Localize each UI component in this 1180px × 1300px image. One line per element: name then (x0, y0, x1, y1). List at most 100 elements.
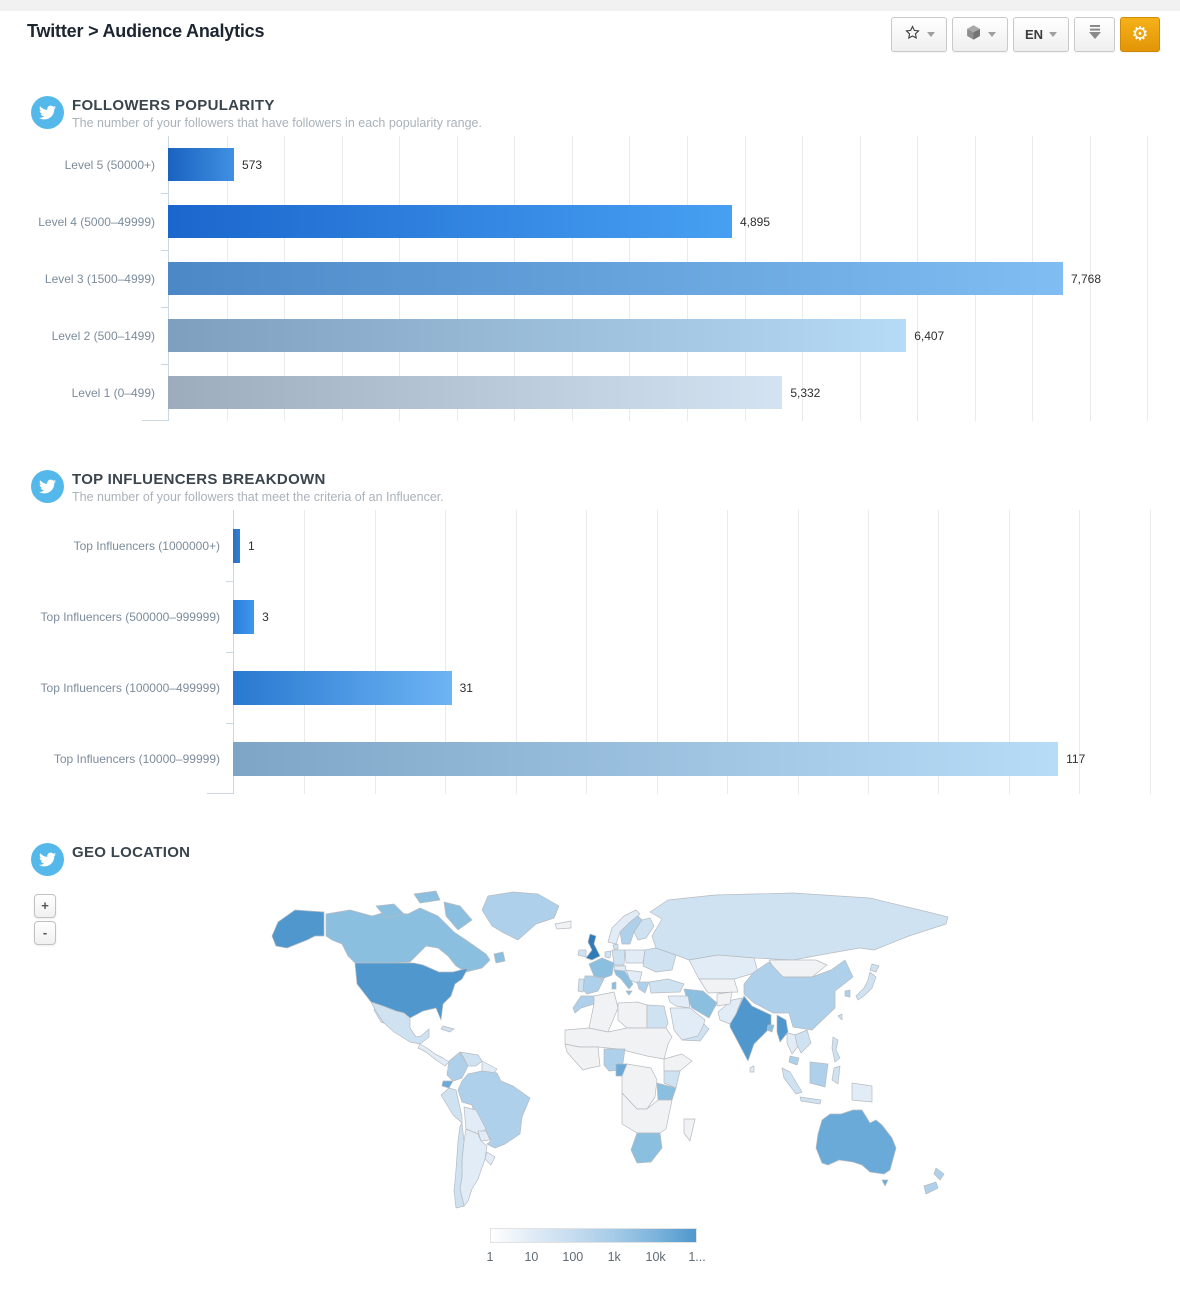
gridline (938, 510, 940, 794)
country-mexico[interactable] (370, 1001, 430, 1045)
country-afghanistan[interactable] (716, 991, 733, 1007)
country-central-america[interactable] (417, 1043, 450, 1067)
bar-2[interactable] (168, 262, 1063, 295)
country-china[interactable] (743, 959, 854, 1031)
country-france[interactable] (588, 957, 615, 979)
country-yemen-oman[interactable] (681, 1023, 710, 1042)
country-central-asia[interactable] (698, 978, 739, 994)
country-myanmar[interactable] (776, 1014, 789, 1043)
country-egypt[interactable] (646, 1004, 669, 1029)
country-sulawesi[interactable] (831, 1065, 841, 1085)
country-norway[interactable] (607, 909, 641, 945)
country-chile[interactable] (453, 1122, 465, 1209)
country-hokkaido[interactable] (869, 963, 880, 973)
country-usa[interactable] (354, 962, 469, 1021)
download-button[interactable] (1074, 17, 1115, 52)
country-australia[interactable] (815, 1109, 897, 1175)
bar-1[interactable] (233, 599, 255, 634)
country-southern-africa[interactable] (621, 1092, 673, 1134)
country-victoria-island[interactable] (375, 903, 405, 919)
country-greenland[interactable] (481, 891, 560, 941)
country-java[interactable] (799, 1096, 822, 1105)
settings-button[interactable]: ⚙ (1120, 17, 1160, 52)
country-indochina[interactable] (794, 1029, 812, 1054)
country-uruguay[interactable] (484, 1151, 496, 1166)
country-venezuela[interactable] (459, 1051, 483, 1067)
country-morocco[interactable] (572, 995, 595, 1014)
country-sardinia[interactable] (611, 981, 617, 990)
favorites-button[interactable] (891, 17, 947, 52)
country-borneo[interactable] (809, 1061, 829, 1088)
bar-0[interactable] (168, 148, 235, 181)
country-west-africa[interactable] (564, 1043, 601, 1071)
country-sumatra[interactable] (781, 1067, 803, 1095)
category-label: Level 5 (50000+) (64, 157, 155, 172)
axis-tick (226, 723, 233, 724)
country-poland[interactable] (624, 949, 646, 964)
country-russia[interactable] (649, 892, 949, 961)
country-finland[interactable] (633, 917, 655, 941)
legend-gradient-bar (490, 1228, 697, 1243)
country-turkey[interactable] (648, 978, 685, 994)
country-newfoundland[interactable] (493, 951, 506, 964)
country-ecuador[interactable] (441, 1080, 454, 1089)
cube-icon (965, 24, 982, 46)
zoom-in-button[interactable]: + (34, 894, 56, 918)
country-middle-east[interactable] (667, 995, 691, 1009)
country-spain[interactable] (581, 975, 605, 995)
language-button[interactable]: EN (1013, 17, 1069, 52)
bar-2[interactable] (233, 670, 452, 705)
country-new-zealand-south[interactable] (923, 1181, 939, 1195)
country-cuba[interactable] (440, 1025, 455, 1033)
widgets-button[interactable] (952, 17, 1008, 52)
country-philippines[interactable] (831, 1036, 841, 1063)
country-libya[interactable] (617, 1001, 648, 1029)
bar-3[interactable] (168, 319, 907, 352)
country-iceland[interactable] (554, 920, 572, 930)
gridline (1149, 510, 1151, 794)
country-madagascar[interactable] (683, 1118, 696, 1142)
legend-label: 1... (688, 1250, 706, 1264)
country-benelux[interactable] (604, 950, 612, 959)
axis-foot (207, 793, 233, 794)
country-japan[interactable] (855, 971, 877, 1001)
country-ethiopia[interactable] (663, 1053, 693, 1072)
country-south-africa[interactable] (630, 1132, 663, 1164)
country-ireland[interactable] (577, 949, 587, 958)
country-alaska[interactable] (271, 909, 325, 949)
bar-1[interactable] (168, 205, 732, 238)
bar-4[interactable] (168, 376, 783, 409)
bar-3[interactable] (233, 741, 1059, 776)
country-portugal[interactable] (577, 978, 585, 993)
zoom-out-button[interactable]: - (34, 921, 56, 945)
country-sri-lanka[interactable] (749, 1065, 755, 1073)
country-papua[interactable] (851, 1082, 873, 1103)
country-paraguay[interactable] (477, 1130, 491, 1142)
country-uk[interactable] (585, 933, 601, 961)
country-south-korea[interactable] (844, 989, 851, 998)
country-ellesmere-island[interactable] (413, 890, 441, 904)
axis-tick (161, 193, 168, 194)
country-malaysia[interactable] (788, 1055, 800, 1066)
bar-0[interactable] (233, 528, 241, 563)
country-alpine[interactable] (613, 965, 627, 972)
bar-value-label: 7,768 (1071, 271, 1102, 286)
country-brazil[interactable] (457, 1070, 531, 1149)
bar-track: 7,768 (168, 262, 1178, 295)
category-label: Top Influencers (100000–499999) (40, 680, 220, 695)
country-baffin-island[interactable] (443, 901, 473, 931)
country-kazakhstan[interactable] (688, 954, 759, 980)
country-new-zealand-north[interactable] (933, 1167, 945, 1181)
bar-track: 31 (233, 670, 1178, 705)
axis-tick (161, 364, 168, 365)
country-denmark[interactable] (612, 943, 619, 950)
country-germany[interactable] (611, 949, 626, 966)
country-sicily[interactable] (625, 990, 633, 996)
top-strip (0, 0, 1180, 11)
bar-value-label: 5,332 (790, 385, 821, 400)
country-taiwan[interactable] (837, 1013, 843, 1021)
country-pakistan[interactable] (717, 997, 743, 1025)
country-greece[interactable] (636, 981, 650, 994)
country-tasmania[interactable] (881, 1179, 889, 1187)
country-bangladesh[interactable] (766, 1024, 775, 1033)
